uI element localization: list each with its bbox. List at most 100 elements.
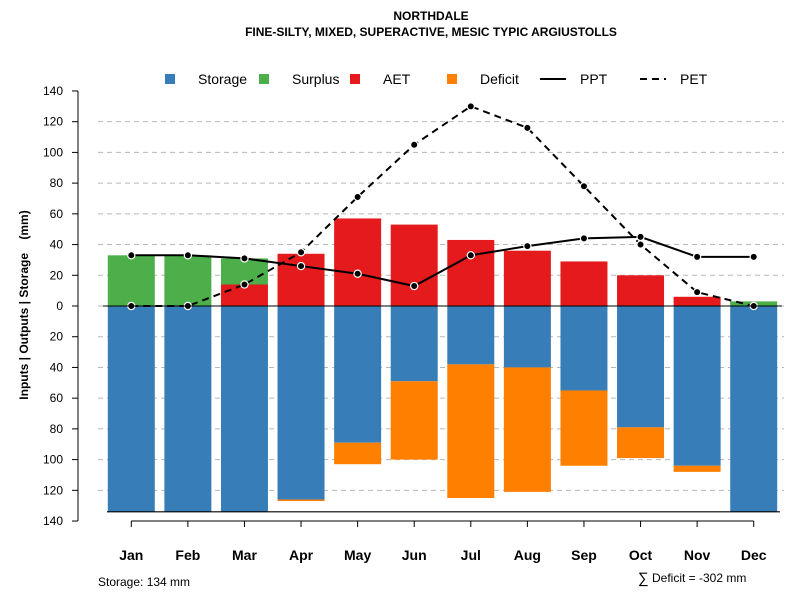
x-tick-label: Jun xyxy=(402,547,427,563)
storage-bar xyxy=(503,306,551,368)
legend-swatch xyxy=(259,74,269,84)
y-tick-label: 140 xyxy=(43,514,63,528)
y-tick-label: 120 xyxy=(43,483,63,497)
pet-point xyxy=(579,181,589,191)
ppt-point xyxy=(523,241,532,251)
y-tick-label: 120 xyxy=(43,115,63,129)
bars xyxy=(107,218,778,512)
y-tick-label: 100 xyxy=(43,145,63,159)
x-tick-label: Apr xyxy=(289,547,314,563)
ppt-point xyxy=(296,261,306,271)
pet-line xyxy=(131,105,754,307)
legend: Storage Surplus AET Deficit PPT PET xyxy=(165,71,708,87)
storage-bar xyxy=(617,306,665,428)
legend-swatch xyxy=(447,74,457,84)
ppt-point xyxy=(692,252,702,262)
ppt-point xyxy=(410,281,419,291)
deficit-bar xyxy=(277,499,325,502)
pet-point xyxy=(692,287,702,297)
pet-point xyxy=(410,140,419,149)
y-tick-label: 0 xyxy=(56,299,63,313)
pet-point xyxy=(353,192,362,202)
pet-point xyxy=(240,280,249,289)
aet-bar xyxy=(334,218,382,306)
y-tick-label: 60 xyxy=(50,391,64,405)
storage-bar xyxy=(164,306,212,512)
ppt-point xyxy=(636,232,645,242)
legend-label: PET xyxy=(680,71,708,87)
aet-bar xyxy=(560,261,608,306)
legend-swatch xyxy=(350,74,360,84)
storage-footer: Storage: 134 mm xyxy=(98,575,190,589)
series-lines xyxy=(127,102,758,311)
chart-subtitle: FINE-SILTY, MIXED, SUPERACTIVE, MESIC TY… xyxy=(245,25,617,39)
pet-point xyxy=(466,102,475,111)
ppt-point xyxy=(240,254,249,263)
x-tick-label: Dec xyxy=(741,547,767,563)
storage-bar xyxy=(107,306,155,512)
legend-label: Deficit xyxy=(480,71,519,87)
ppt-point xyxy=(579,234,589,243)
y-tick-label: 60 xyxy=(50,207,64,221)
pet-point xyxy=(523,123,532,133)
pet-point xyxy=(636,240,645,249)
x-tick-label: Feb xyxy=(175,547,200,563)
ppt-point xyxy=(183,251,193,260)
storage-bar xyxy=(447,306,495,365)
deficit-bar xyxy=(673,465,721,472)
deficit-bar xyxy=(503,367,551,492)
ppt-point xyxy=(749,252,758,262)
deficit-bar xyxy=(617,427,665,459)
legend-label: PPT xyxy=(580,71,608,87)
x-tick-label: Nov xyxy=(684,547,711,563)
y-tick-label: 80 xyxy=(50,176,64,190)
surplus-bar xyxy=(107,255,155,306)
ppt-point xyxy=(466,251,475,260)
y-axis-label: Inputs | Outputs | Storage (mm) xyxy=(17,210,31,399)
axes: 140 120 100 80 60 40 20 0 20 40 60 80 100 120 140 Jan Fe… xyxy=(43,84,782,563)
storage-bar xyxy=(560,306,608,391)
legend-swatch xyxy=(165,74,175,84)
chart-title: NORTHDALE xyxy=(393,9,468,23)
legend-label: Surplus xyxy=(292,71,339,87)
surplus-bar xyxy=(164,255,212,306)
aet-bar xyxy=(673,296,721,306)
ppt-point xyxy=(127,251,136,260)
x-tick-label: Oct xyxy=(629,547,653,563)
y-tick-label: 40 xyxy=(50,360,64,374)
legend-label: Storage xyxy=(198,71,247,87)
x-tick-label: Jan xyxy=(119,547,143,563)
storage-bar xyxy=(730,306,778,512)
deficit-bar xyxy=(447,364,495,498)
y-tick-label: 100 xyxy=(43,453,63,467)
storage-bar xyxy=(220,306,268,512)
deficit-bar xyxy=(390,381,438,460)
aet-bar xyxy=(617,275,665,306)
surplus-bar xyxy=(220,258,268,285)
aet-bar xyxy=(390,224,438,306)
storage-bar xyxy=(673,306,721,466)
y-tick-label: 140 xyxy=(43,84,63,98)
deficit-sum-symbol: ∑ xyxy=(638,570,649,587)
deficit-bar xyxy=(334,442,382,465)
y-tick-label: 40 xyxy=(50,238,64,252)
y-tick-label: 80 xyxy=(50,422,64,436)
legend-label: AET xyxy=(383,71,411,87)
deficit-bar xyxy=(560,390,608,466)
aet-bar xyxy=(447,239,495,306)
ppt-point xyxy=(353,269,362,278)
aet-bar xyxy=(220,284,268,306)
aet-bar xyxy=(503,250,551,306)
pet-point xyxy=(296,248,306,257)
x-tick-label: Mar xyxy=(232,547,257,563)
aet-bar xyxy=(277,253,325,306)
y-tick-label: 20 xyxy=(50,330,64,344)
x-tick-label: Jul xyxy=(461,547,481,563)
x-tick-label: Aug xyxy=(514,547,541,563)
x-tick-label: May xyxy=(344,547,371,563)
storage-bar xyxy=(390,306,438,382)
x-tick-label: Sep xyxy=(571,547,597,563)
y-tick-label: 20 xyxy=(50,268,64,282)
storage-bar xyxy=(277,306,325,500)
